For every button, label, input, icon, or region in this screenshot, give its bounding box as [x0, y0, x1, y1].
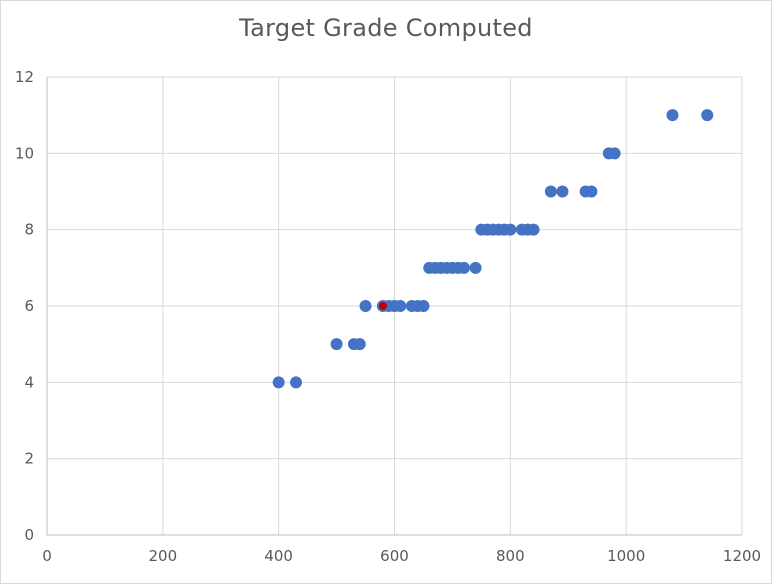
data-point — [458, 261, 470, 274]
axes — [46, 77, 742, 536]
y-tick-label: 8 — [24, 221, 34, 239]
y-tick-label: 0 — [24, 526, 34, 544]
data-point — [272, 376, 285, 389]
data-points — [272, 109, 714, 389]
data-point — [666, 109, 679, 122]
y-tick-label: 6 — [24, 297, 34, 315]
data-point — [701, 109, 714, 122]
data-point — [290, 376, 303, 389]
data-point — [330, 338, 343, 351]
data-point — [469, 261, 482, 274]
data-point — [417, 300, 430, 312]
data-point — [359, 300, 372, 312]
x-tick-label: 1200 — [723, 547, 761, 565]
y-tick-label: 4 — [24, 373, 34, 391]
data-point — [394, 300, 407, 312]
gridlines — [47, 76, 743, 535]
chart-title: Target Grade Computed — [239, 14, 533, 42]
data-point — [608, 147, 621, 160]
x-tick-label: 400 — [264, 547, 293, 565]
data-point — [504, 223, 517, 236]
x-tick-label: 800 — [496, 547, 525, 565]
y-tick-label: 2 — [24, 450, 34, 468]
data-point — [353, 338, 366, 351]
data-point — [544, 185, 557, 198]
highlighted-data-point — [378, 302, 387, 310]
y-tick-label: 12 — [15, 68, 34, 86]
x-tick-label: 0 — [42, 547, 52, 565]
x-tick-labels: 0 200 400 600 800 1000 1200 — [42, 547, 761, 565]
data-point — [585, 185, 598, 198]
y-tick-label: 10 — [15, 144, 34, 162]
data-point — [527, 223, 540, 236]
x-tick-label: 1000 — [607, 547, 645, 565]
data-point — [556, 185, 569, 198]
x-tick-label: 600 — [380, 547, 409, 565]
x-tick-label: 200 — [149, 547, 178, 565]
y-tick-labels: 0 2 4 6 8 10 12 — [15, 68, 34, 544]
